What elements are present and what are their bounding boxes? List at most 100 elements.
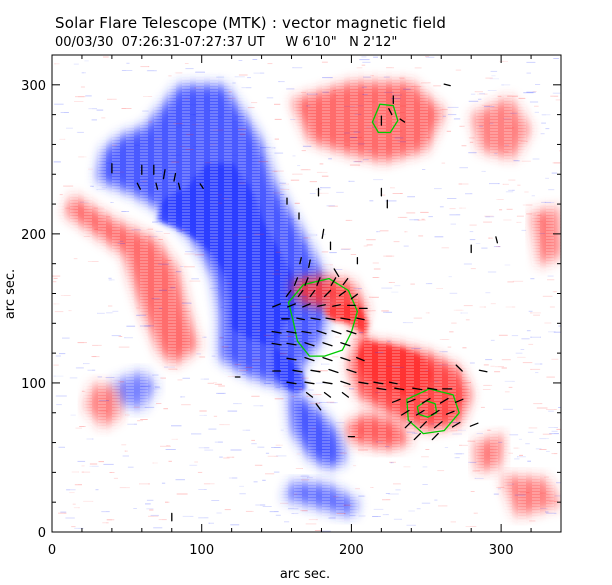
field-vector: [356, 356, 365, 362]
field-vector: [173, 172, 177, 182]
field-vector: [388, 108, 393, 116]
field-vector: [430, 409, 440, 416]
x-tick-label: 0: [48, 543, 56, 558]
field-vector: [293, 277, 299, 286]
field-vector: [304, 356, 315, 362]
field-vector: [323, 391, 332, 398]
x-tick-label: 200: [339, 543, 364, 558]
field-vector: [304, 342, 315, 347]
field-vector: [310, 369, 321, 373]
field-vector: [419, 421, 427, 429]
field-vector: [305, 391, 314, 398]
field-vector: [495, 236, 499, 244]
field-vector: [322, 342, 333, 347]
field-vector: [177, 182, 181, 190]
field-vector: [286, 342, 297, 346]
field-vector: [340, 317, 351, 321]
y-axis-label: arc sec.: [3, 269, 18, 319]
field-vector: [304, 277, 309, 286]
field-vector: [316, 277, 321, 286]
field-vector: [304, 381, 315, 385]
field-vector: [399, 118, 406, 123]
field-vector: [322, 381, 333, 385]
field-vector: [433, 421, 443, 429]
field-vector: [443, 83, 451, 87]
field-vector: [330, 277, 337, 286]
field-vector: [285, 289, 292, 298]
x-tick-label: 300: [489, 543, 514, 558]
field-vector: [325, 317, 336, 321]
field-vector: [296, 317, 305, 321]
field-vector: [341, 391, 350, 398]
field-vector: [469, 422, 479, 427]
field-vector: [376, 387, 387, 391]
field-vector: [136, 182, 141, 190]
field-vector: [350, 293, 359, 300]
field-vector: [340, 356, 351, 362]
field-vector: [404, 421, 412, 429]
field-vector: [323, 289, 332, 298]
field-vector: [478, 369, 488, 373]
field-vector: [431, 432, 439, 441]
field-vector: [317, 304, 326, 307]
field-vector: [338, 290, 347, 297]
chart-subtitle: 00/03/30 07:26:31-07:27:37 UT W 6'10" N …: [55, 35, 398, 50]
field-vector: [413, 432, 421, 441]
field-vector: [439, 397, 449, 404]
field-vector: [315, 403, 322, 411]
field-vector: [272, 303, 281, 308]
field-vector: [310, 317, 321, 321]
field-vector: [322, 356, 333, 362]
field-vector: [271, 330, 282, 334]
field-vector: [321, 228, 325, 239]
field-vector: [287, 303, 296, 308]
field-vector: [445, 410, 455, 415]
field-vector: [451, 421, 461, 428]
field-vector: [309, 289, 316, 298]
field-vector: [346, 368, 357, 374]
field-vector: [415, 409, 425, 416]
x-axis-label: arc sec.: [280, 567, 330, 582]
field-vector: [455, 364, 463, 372]
field-vector: [271, 342, 282, 346]
field-vector: [394, 387, 405, 391]
field-vector: [406, 398, 416, 403]
field-vector: [316, 330, 327, 335]
field-vector: [340, 342, 351, 347]
field-vector: [342, 277, 349, 286]
field-vector: [308, 259, 311, 269]
field-vector: [155, 182, 159, 190]
field-vector: [333, 268, 340, 278]
streak-overlay: [52, 55, 561, 532]
axis-ticks: 0 100 200 300 0 100 200 300: [21, 55, 561, 558]
contour-line: [371, 103, 399, 134]
field-vector: [358, 381, 369, 385]
field-vector: [388, 381, 398, 385]
field-vector: [412, 387, 423, 391]
field-vector: [356, 317, 365, 321]
field-vector: [286, 357, 297, 361]
field-vector: [299, 257, 302, 265]
field-vector: [346, 330, 357, 335]
field-vector: [297, 289, 304, 298]
field-vector: [427, 387, 438, 391]
y-tick-label: 100: [21, 377, 46, 392]
field-vector: [454, 398, 464, 403]
field-vector: [421, 397, 431, 404]
field-vector: [286, 381, 297, 385]
y-tick-label: 200: [21, 228, 46, 243]
field-vector: [332, 304, 341, 307]
field-vector: [328, 368, 339, 374]
contour-line: [287, 277, 359, 357]
field-vector: [302, 303, 311, 308]
field-vector: [340, 380, 351, 386]
y-tick-label: 0: [38, 526, 46, 541]
chart-title: Solar Flare Telescope (MTK) : vector mag…: [55, 14, 447, 32]
field-vector: [400, 409, 410, 416]
field-vector: [286, 330, 297, 334]
field-vector: [292, 369, 303, 373]
field-vector: [391, 398, 401, 403]
y-tick-label: 300: [21, 79, 46, 94]
field-vector: [199, 183, 204, 190]
